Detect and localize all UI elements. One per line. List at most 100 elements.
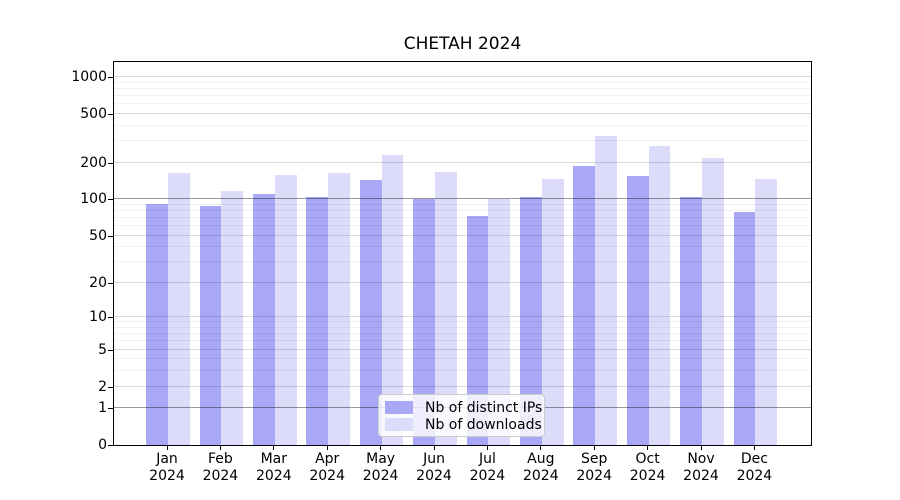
y-tick-mark [108, 282, 113, 284]
gridline-1000 [114, 76, 811, 77]
x-tick-label-nov: Nov 2024 [668, 451, 734, 485]
y-tick-label-1000: 1000 [71, 69, 107, 85]
bar-downloads-nov [702, 157, 724, 445]
x-tick-mark [700, 446, 702, 450]
x-tick-year: 2024 [576, 468, 612, 484]
bar-ips-aug [520, 196, 542, 445]
bar-ips-jul [466, 215, 489, 445]
gridline-50 [114, 234, 811, 236]
legend-item-downloads: Nb of downloads [385, 416, 544, 433]
x-tick-year: 2024 [255, 468, 292, 484]
bar-ips-jan [146, 203, 168, 445]
legend-swatch-distinct-ips [385, 401, 413, 414]
gridline-500 [114, 112, 811, 114]
y-tick-mark [108, 445, 113, 446]
y-tick-label-500: 500 [80, 105, 107, 122]
minor-gridline-30 [114, 261, 811, 263]
x-tick-label-oct: Oct 2024 [615, 451, 681, 485]
minor-gridline-700 [114, 95, 811, 96]
y-tick-label-50: 50 [89, 227, 107, 244]
y-tick-mark [108, 162, 113, 164]
x-tick-label-feb: Feb 2024 [187, 451, 253, 485]
x-tick-month: Jul [478, 451, 496, 467]
bar-ips-jun [413, 198, 435, 445]
x-tick-label-may: May 2024 [348, 451, 414, 485]
y-tick-mark [108, 77, 113, 78]
x-tick-month: Mar [260, 451, 287, 467]
legend-label-downloads: Nb of downloads [425, 416, 542, 433]
x-tick-mark [486, 446, 488, 450]
y-tick-label-2: 2 [98, 378, 107, 395]
x-tick-label-jun: Jun 2024 [401, 451, 467, 485]
bar-ips-feb [199, 205, 222, 445]
x-tick-month: Dec [740, 451, 768, 467]
minor-gridline-60 [114, 225, 811, 226]
minor-gridline-4 [114, 358, 811, 360]
x-tick-month: Feb [207, 451, 233, 467]
y-tick-label-100: 100 [80, 191, 107, 208]
x-tick-year: 2024 [629, 468, 666, 484]
gridline-200 [114, 161, 811, 163]
legend: Nb of distinct IPs Nb of downloads [378, 394, 545, 437]
minor-gridline-800 [114, 87, 811, 89]
y-tick-mark [108, 349, 113, 351]
gridline-2 [114, 385, 811, 387]
x-tick-year: 2024 [202, 468, 239, 484]
x-tick-label-sep: Sep 2024 [561, 451, 627, 485]
minor-gridline-90 [114, 203, 811, 205]
x-tick-mark [166, 446, 168, 450]
minor-gridline-900 [114, 81, 811, 83]
x-tick-month: May [366, 451, 396, 467]
bar-downloads-oct [648, 146, 671, 445]
minor-gridline-400 [114, 124, 811, 126]
bar-downloads-jun [435, 172, 457, 445]
x-tick-mark [380, 446, 382, 450]
x-tick-mark [593, 446, 595, 450]
y-tick-label-5: 5 [98, 341, 107, 358]
x-tick-year: 2024 [149, 468, 185, 484]
y-tick-label-200: 200 [80, 154, 107, 171]
x-tick-mark [219, 446, 221, 450]
x-tick-mark [326, 446, 328, 450]
x-tick-mark [540, 446, 542, 450]
x-tick-label-jul: Jul 2024 [454, 451, 520, 485]
x-tick-year: 2024 [469, 468, 506, 484]
y-tick-mark [108, 113, 113, 115]
bar-ips-nov [680, 197, 702, 445]
x-tick-month: Oct [635, 451, 660, 467]
y-tick-mark [108, 317, 113, 319]
y-tick-mark [108, 386, 113, 388]
x-tick-year: 2024 [416, 468, 452, 484]
bar-downloads-apr [328, 173, 350, 445]
bar-downloads-jan [168, 172, 190, 445]
minor-gridline-300 [114, 140, 811, 141]
gridline-100 [114, 198, 811, 200]
y-tick-label-20: 20 [89, 274, 107, 291]
y-tick-label-10: 10 [89, 309, 107, 326]
minor-gridline-3 [114, 370, 811, 372]
x-tick-month: Jan [156, 451, 178, 467]
x-tick-mark [753, 446, 755, 450]
minor-gridline-80 [114, 209, 811, 211]
bar-downloads-feb [221, 190, 244, 445]
y-tick-label-1: 1 [98, 400, 107, 417]
x-tick-month: Nov [687, 451, 715, 467]
bar-downloads-mar [274, 175, 297, 445]
gridline-5 [114, 348, 811, 350]
minor-gridline-9 [114, 321, 811, 323]
bar-ips-mar [253, 193, 275, 445]
legend-label-distinct-ips: Nb of distinct IPs [425, 399, 543, 416]
x-tick-mark [273, 446, 275, 450]
y-tick-mark [108, 235, 113, 237]
gridline-20 [114, 281, 811, 283]
bar-downloads-sep [595, 136, 617, 445]
x-tick-month: Sep [580, 451, 608, 467]
x-tick-label-aug: Aug 2024 [508, 451, 574, 485]
minor-gridline-40 [114, 246, 811, 248]
bar-ips-apr [306, 196, 329, 445]
bar-ips-oct [626, 176, 649, 445]
x-tick-month: Aug [527, 451, 555, 467]
bar-downloads-dec [755, 178, 778, 445]
bar-ips-dec [733, 211, 756, 445]
